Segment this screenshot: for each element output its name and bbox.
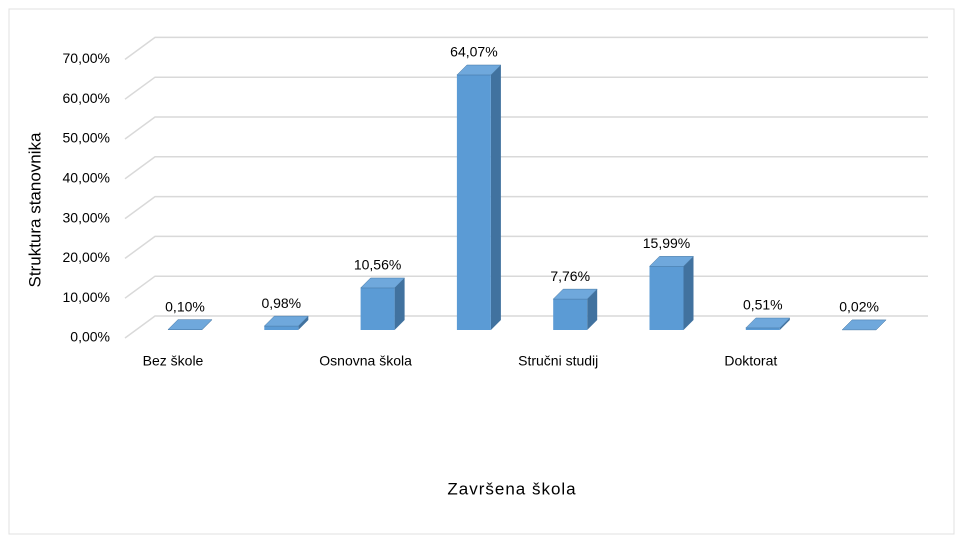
y-axis-label: Struktura stanovnika [25,132,44,288]
grid-line [125,117,928,139]
bar-side [684,256,694,330]
y-tick-label: 0,00% [70,329,110,345]
bar [553,299,587,330]
value-label: 64,07% [450,44,497,60]
bar-top [842,320,886,330]
grid-line [125,197,928,219]
x-tick-label: Osnovna škola [319,353,412,369]
value-label: 10,56% [354,257,401,273]
value-label: 0,10% [165,298,205,314]
grid-line [125,37,928,59]
grid-line [125,276,928,298]
value-label: 0,98% [261,295,301,311]
y-tick-label: 60,00% [63,90,110,106]
grid-line [125,236,928,258]
bar [361,288,395,330]
y-tick-label: 10,00% [63,289,110,305]
x-axis-label: Završena škola [447,479,576,498]
value-label: 0,51% [743,297,783,313]
y-tick-label: 20,00% [63,249,110,265]
y-tick-label: 70,00% [63,50,110,66]
x-tick-label: Bez škole [143,353,204,369]
value-label: 15,99% [643,235,690,251]
y-tick-label: 40,00% [63,170,110,186]
value-label: 0,02% [839,299,879,315]
bar [264,326,298,330]
y-tick-label: 30,00% [63,209,110,225]
grid-line [125,316,928,338]
bar [746,328,780,330]
bar [650,266,684,330]
x-tick-label: Stručni studij [518,353,598,369]
x-tick-label: Doktorat [724,353,777,369]
bar-top [168,320,212,330]
grid-line [125,157,928,179]
value-label: 7,76% [550,268,590,284]
grid-line [125,77,928,99]
y-tick-label: 50,00% [63,130,110,146]
bar [457,75,491,330]
bar-side [491,65,501,330]
